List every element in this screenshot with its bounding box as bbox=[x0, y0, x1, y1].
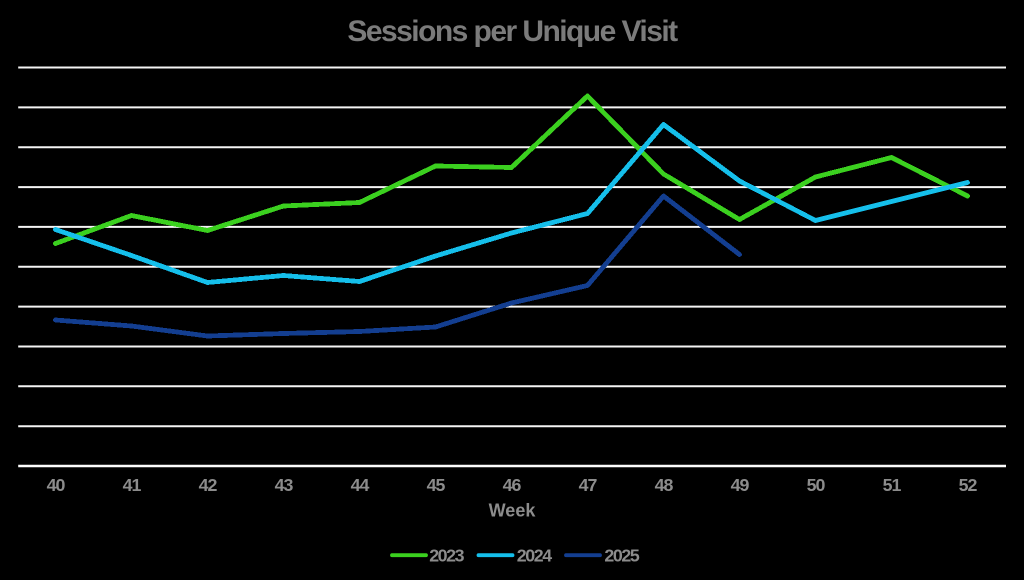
svg-text:43: 43 bbox=[275, 475, 294, 495]
svg-text:42: 42 bbox=[199, 475, 218, 495]
svg-text:45: 45 bbox=[427, 475, 446, 495]
svg-text:2025: 2025 bbox=[604, 546, 639, 566]
svg-text:Sessions per Unique Visit: Sessions per Unique Visit bbox=[347, 15, 678, 48]
svg-text:51: 51 bbox=[883, 475, 902, 495]
svg-text:47: 47 bbox=[579, 475, 598, 495]
svg-text:2023: 2023 bbox=[429, 546, 464, 566]
svg-text:Week: Week bbox=[489, 501, 537, 521]
svg-text:44: 44 bbox=[351, 475, 370, 495]
svg-text:2024: 2024 bbox=[517, 546, 552, 566]
svg-text:48: 48 bbox=[655, 475, 674, 495]
svg-text:46: 46 bbox=[503, 475, 522, 495]
svg-text:49: 49 bbox=[731, 475, 750, 495]
svg-text:52: 52 bbox=[959, 475, 978, 495]
svg-text:50: 50 bbox=[807, 475, 826, 495]
svg-text:40: 40 bbox=[47, 475, 66, 495]
svg-text:41: 41 bbox=[123, 475, 142, 495]
